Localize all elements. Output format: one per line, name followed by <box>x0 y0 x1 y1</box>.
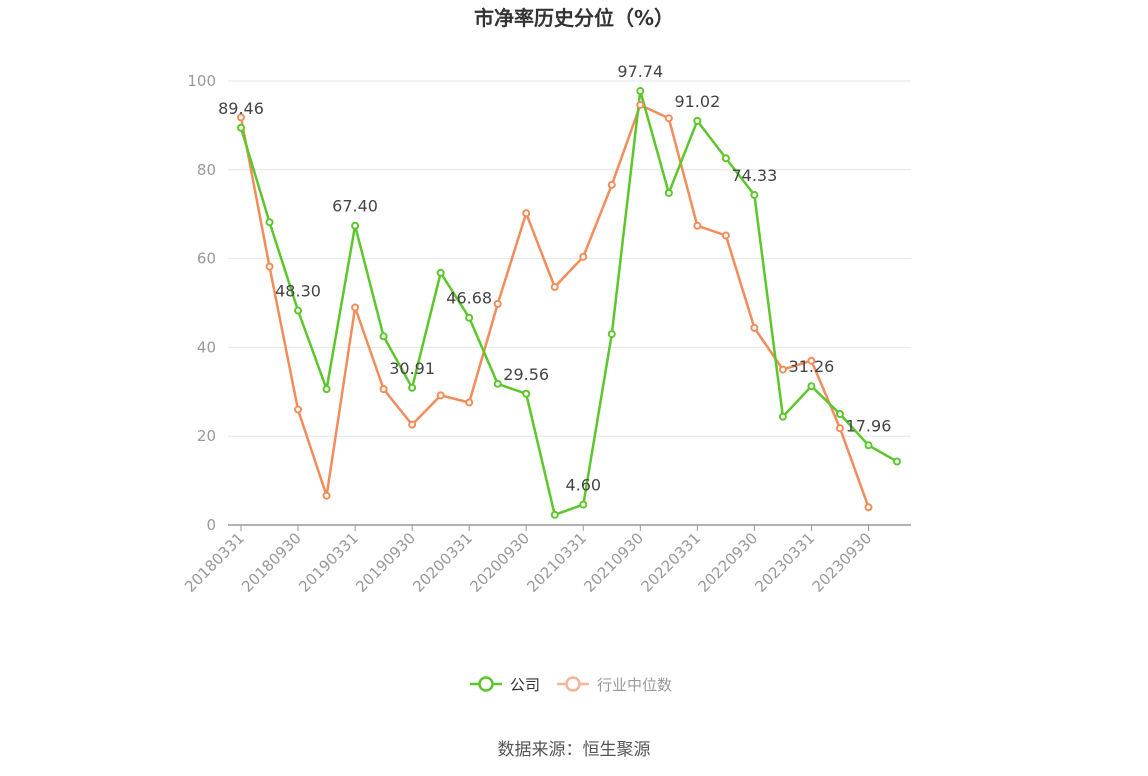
y-tick-label: 60 <box>197 250 216 268</box>
data-point <box>436 391 445 400</box>
data-point <box>807 382 816 391</box>
x-tick-label: 20210331 <box>523 529 590 596</box>
data-point <box>864 441 873 450</box>
x-tick-label: 20220930 <box>694 529 761 596</box>
x-tick-label: 20180930 <box>238 529 305 596</box>
data-point <box>265 218 274 227</box>
data-label: 97.74 <box>617 62 663 81</box>
data-point <box>493 299 502 308</box>
x-tick-label: 20190331 <box>295 529 362 596</box>
data-point <box>550 510 559 519</box>
data-point <box>294 306 303 315</box>
data-label: 4.60 <box>565 476 601 495</box>
x-tick-label: 20200331 <box>409 529 476 596</box>
grid-lines <box>228 80 911 437</box>
legend-label-0: 公司 <box>510 676 540 694</box>
y-tick-label: 100 <box>187 72 216 90</box>
data-point <box>265 262 274 271</box>
data-point <box>465 313 474 322</box>
data-point <box>835 410 844 418</box>
data-point <box>436 268 445 277</box>
legend-marker-1 <box>565 676 581 692</box>
data-label: 46.68 <box>446 289 492 308</box>
data-point <box>721 231 730 240</box>
data-point <box>408 383 417 392</box>
data-point <box>351 303 360 312</box>
data-point <box>465 398 474 407</box>
y-tick-label: 80 <box>197 161 216 179</box>
data-point <box>379 385 388 394</box>
data-point <box>607 180 616 189</box>
x-tick-label: 20230930 <box>809 529 876 596</box>
data-label: 29.56 <box>503 365 549 384</box>
data-label: 67.40 <box>332 197 378 216</box>
data-point <box>607 330 616 339</box>
data-point <box>237 123 245 132</box>
x-tick-label: 20190930 <box>352 529 419 596</box>
legend-marker-0 <box>478 676 494 692</box>
data-point <box>636 100 645 109</box>
data-point <box>636 87 645 96</box>
data-point <box>408 420 417 429</box>
data-point <box>579 252 588 261</box>
x-axis: 2018033120180930201903312019093020200331… <box>181 524 911 596</box>
data-point <box>579 500 588 509</box>
data-point <box>550 283 559 292</box>
data-point <box>693 116 702 125</box>
data-point <box>750 323 759 332</box>
source-note: 数据来源：恒生聚源 <box>498 740 651 760</box>
data-label: 48.30 <box>275 282 321 301</box>
legend: 公司 行业中位数 <box>470 676 672 694</box>
y-tick-label: 0 <box>206 516 216 534</box>
x-tick-label: 20230331 <box>752 529 819 596</box>
x-tick-label: 20180331 <box>181 529 248 596</box>
y-tick-label: 20 <box>197 427 216 445</box>
data-labels: 89.46 48.30 67.40 30.91 46.68 29.56 4.60 97.74 9… <box>218 62 891 495</box>
x-tick-label: 20220331 <box>637 529 704 596</box>
data-point <box>294 405 303 414</box>
series-points <box>237 87 901 519</box>
y-axis: 0 20 40 60 80 100 <box>187 72 216 534</box>
data-point <box>750 190 759 199</box>
data-label: 17.96 <box>846 416 892 435</box>
data-point <box>778 365 787 374</box>
series-line-0 <box>239 89 898 517</box>
data-label: 31.26 <box>789 357 835 376</box>
data-point <box>721 154 730 163</box>
data-point <box>807 356 816 365</box>
legend-label-1: 行业中位数 <box>597 676 672 694</box>
x-tick-label: 20210930 <box>580 529 647 596</box>
x-tick-label: 20200930 <box>466 529 533 596</box>
data-point <box>237 113 245 122</box>
series-lines <box>239 89 898 517</box>
data-point <box>693 221 702 230</box>
chart-title: 市净率历史分位（%） <box>474 6 674 30</box>
data-label: 89.46 <box>218 99 264 118</box>
data-point <box>522 389 531 398</box>
data-point <box>322 491 331 500</box>
data-point <box>778 412 787 421</box>
y-tick-label: 40 <box>197 338 216 356</box>
data-point <box>664 114 673 123</box>
data-point <box>893 457 901 466</box>
data-point <box>664 188 673 197</box>
data-label: 91.02 <box>674 92 720 111</box>
data-point <box>864 503 873 512</box>
data-label: 74.33 <box>731 166 777 185</box>
data-point <box>835 424 844 433</box>
data-point <box>379 332 388 341</box>
data-point <box>322 385 331 394</box>
data-label: 30.91 <box>389 359 435 378</box>
data-point <box>493 379 502 388</box>
data-point <box>522 209 531 218</box>
data-point <box>351 221 360 230</box>
